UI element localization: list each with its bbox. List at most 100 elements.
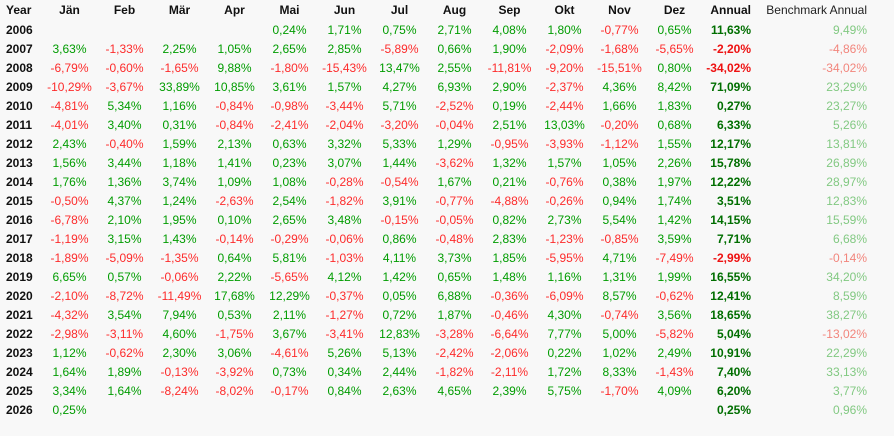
month-return-cell: 1,24% — [162, 194, 197, 208]
table-row-2011: 2011 -4,01% 3,40% 0,31% -0,84% -2,41% -2,04% -3… — [0, 116, 894, 135]
month-return-cell: -6,09% — [545, 289, 584, 303]
month-return-cell: 1,76% — [52, 175, 87, 189]
month-return-cell: -0,14% — [215, 232, 254, 246]
year-cell: 2015 — [6, 194, 33, 208]
month-return-cell: 4,09% — [657, 384, 692, 398]
month-return-cell: -6,78% — [50, 213, 89, 227]
month-return-cell: 1,56% — [52, 156, 87, 170]
year-cell: 2007 — [6, 42, 33, 56]
month-return-cell: 5,54% — [602, 213, 637, 227]
month-return-cell: 0,63% — [272, 137, 307, 151]
month-return-cell: -0,62% — [105, 346, 144, 360]
month-return-cell: -1,80% — [270, 61, 309, 75]
month-return-cell: 17,68% — [214, 289, 255, 303]
month-return-cell: 5,33% — [382, 137, 417, 151]
month-return-cell: -0,05% — [435, 213, 474, 227]
month-return-cell: 5,26% — [327, 346, 362, 360]
month-return-cell: -1,68% — [600, 42, 639, 56]
annual-return-cell: 3,51% — [716, 194, 751, 208]
month-return-cell: 5,00% — [602, 327, 637, 341]
month-return-cell: 0,73% — [272, 365, 307, 379]
month-return-cell: 0,57% — [107, 270, 142, 284]
column-header-mar: Mär — [168, 3, 191, 17]
month-return-cell: 1,02% — [602, 346, 637, 360]
month-return-cell: -4,01% — [50, 118, 89, 132]
month-return-cell: 3,63% — [52, 42, 87, 56]
month-return-cell — [647, 401, 702, 420]
month-return-cell: -3,41% — [325, 327, 364, 341]
month-return-cell: 2,83% — [492, 232, 527, 246]
benchmark-annual-cell: 33,13% — [826, 365, 867, 379]
table-row-2020: 2020 -2,10% -8,72% -11,49% 17,68% 12,29% -0,37… — [0, 287, 894, 306]
annual-return-cell: 7,71% — [716, 232, 751, 246]
column-header-year: Year — [6, 3, 32, 17]
month-return-cell — [427, 401, 482, 420]
benchmark-annual-cell: 3,77% — [832, 384, 867, 398]
month-return-cell: -0,74% — [600, 308, 639, 322]
year-cell: 2024 — [6, 365, 33, 379]
month-return-cell: -1,12% — [600, 137, 639, 151]
benchmark-annual-cell: 15,59% — [826, 213, 867, 227]
benchmark-annual-cell: 22,29% — [826, 346, 867, 360]
month-return-cell: 1,83% — [657, 99, 692, 113]
year-cell: 2014 — [6, 175, 33, 189]
table-row-2026: 2026 0,25% 0,25% 0,96% — [0, 401, 894, 420]
year-cell: 2012 — [6, 137, 33, 151]
month-return-cell: 4,11% — [382, 251, 417, 265]
month-return-cell: 0,53% — [217, 308, 252, 322]
month-return-cell: 1,16% — [162, 99, 197, 113]
month-return-cell: 3,61% — [272, 80, 307, 94]
month-return-cell: 2,13% — [217, 137, 252, 151]
benchmark-annual-cell: 6,68% — [832, 232, 867, 246]
month-return-cell: -1,70% — [600, 384, 639, 398]
year-cell: 2018 — [6, 251, 33, 265]
column-header-mai: Mai — [279, 3, 300, 17]
month-return-cell: 3,74% — [162, 175, 197, 189]
month-return-cell: 5,13% — [382, 346, 417, 360]
column-header-jul: Jul — [390, 3, 409, 17]
month-return-cell: -3,11% — [105, 327, 144, 341]
month-return-cell: 6,88% — [437, 289, 472, 303]
table-row-2024: 2024 1,64% 1,89% -0,13% -3,92% 0,73% 0,34% 2,44… — [0, 363, 894, 382]
month-return-cell: 1,05% — [217, 42, 252, 56]
month-return-cell: 1,72% — [547, 365, 582, 379]
month-return-cell: 3,67% — [272, 327, 307, 341]
month-return-cell: -0,29% — [270, 232, 309, 246]
table-row-2013: 2013 1,56% 3,44% 1,18% 1,41% 0,23% 3,07% 1,44% -… — [0, 154, 894, 173]
month-return-cell: 1,66% — [602, 99, 637, 113]
month-return-cell: -5,65% — [655, 42, 694, 56]
month-return-cell: -7,49% — [655, 251, 694, 265]
month-return-cell: 3,32% — [327, 137, 362, 151]
month-return-cell: -5,82% — [655, 327, 694, 341]
table-row-2009: 2009 -10,29% -3,67% 33,89% 10,85% 3,61% 1,57% 4… — [0, 78, 894, 97]
month-return-cell: -0,85% — [600, 232, 639, 246]
month-return-cell: 3,54% — [107, 308, 142, 322]
month-return-cell: 2,30% — [162, 346, 197, 360]
month-return-cell: 0,86% — [382, 232, 417, 246]
month-return-cell: 2,73% — [547, 213, 582, 227]
month-return-cell: -0,15% — [380, 213, 419, 227]
annual-return-cell: 0,25% — [716, 403, 751, 417]
annual-return-cell: 14,15% — [710, 213, 751, 227]
month-return-cell: 0,66% — [437, 42, 472, 56]
month-return-cell: 0,38% — [602, 175, 637, 189]
month-return-cell: 1,09% — [217, 175, 252, 189]
monthly-returns-table: Year Jän Feb Mär Apr Mai Jun Jul Aug Sep… — [0, 0, 894, 420]
month-return-cell: 2,54% — [272, 194, 307, 208]
month-return-cell: -2,04% — [325, 118, 364, 132]
month-return-cell — [97, 21, 152, 40]
month-return-cell: 0,31% — [162, 118, 197, 132]
month-return-cell: -0,20% — [600, 118, 639, 132]
table-row-2017: 2017 -1,19% 3,15% 1,43% -0,14% -0,29% -0,06% 0,… — [0, 230, 894, 249]
month-return-cell: 1,57% — [327, 80, 362, 94]
month-return-cell: -1,03% — [325, 251, 364, 265]
month-return-cell: 1,59% — [162, 137, 197, 151]
year-cell: 2017 — [6, 232, 33, 246]
annual-return-cell: 0,27% — [716, 99, 751, 113]
month-return-cell: 6,93% — [437, 80, 472, 94]
month-return-cell: 0,94% — [602, 194, 637, 208]
month-return-cell: 2,43% — [52, 137, 87, 151]
header-row: Year Jän Feb Mär Apr Mai Jun Jul Aug Sep… — [0, 0, 894, 21]
month-return-cell: 1,74% — [657, 194, 692, 208]
year-cell: 2006 — [6, 23, 33, 37]
